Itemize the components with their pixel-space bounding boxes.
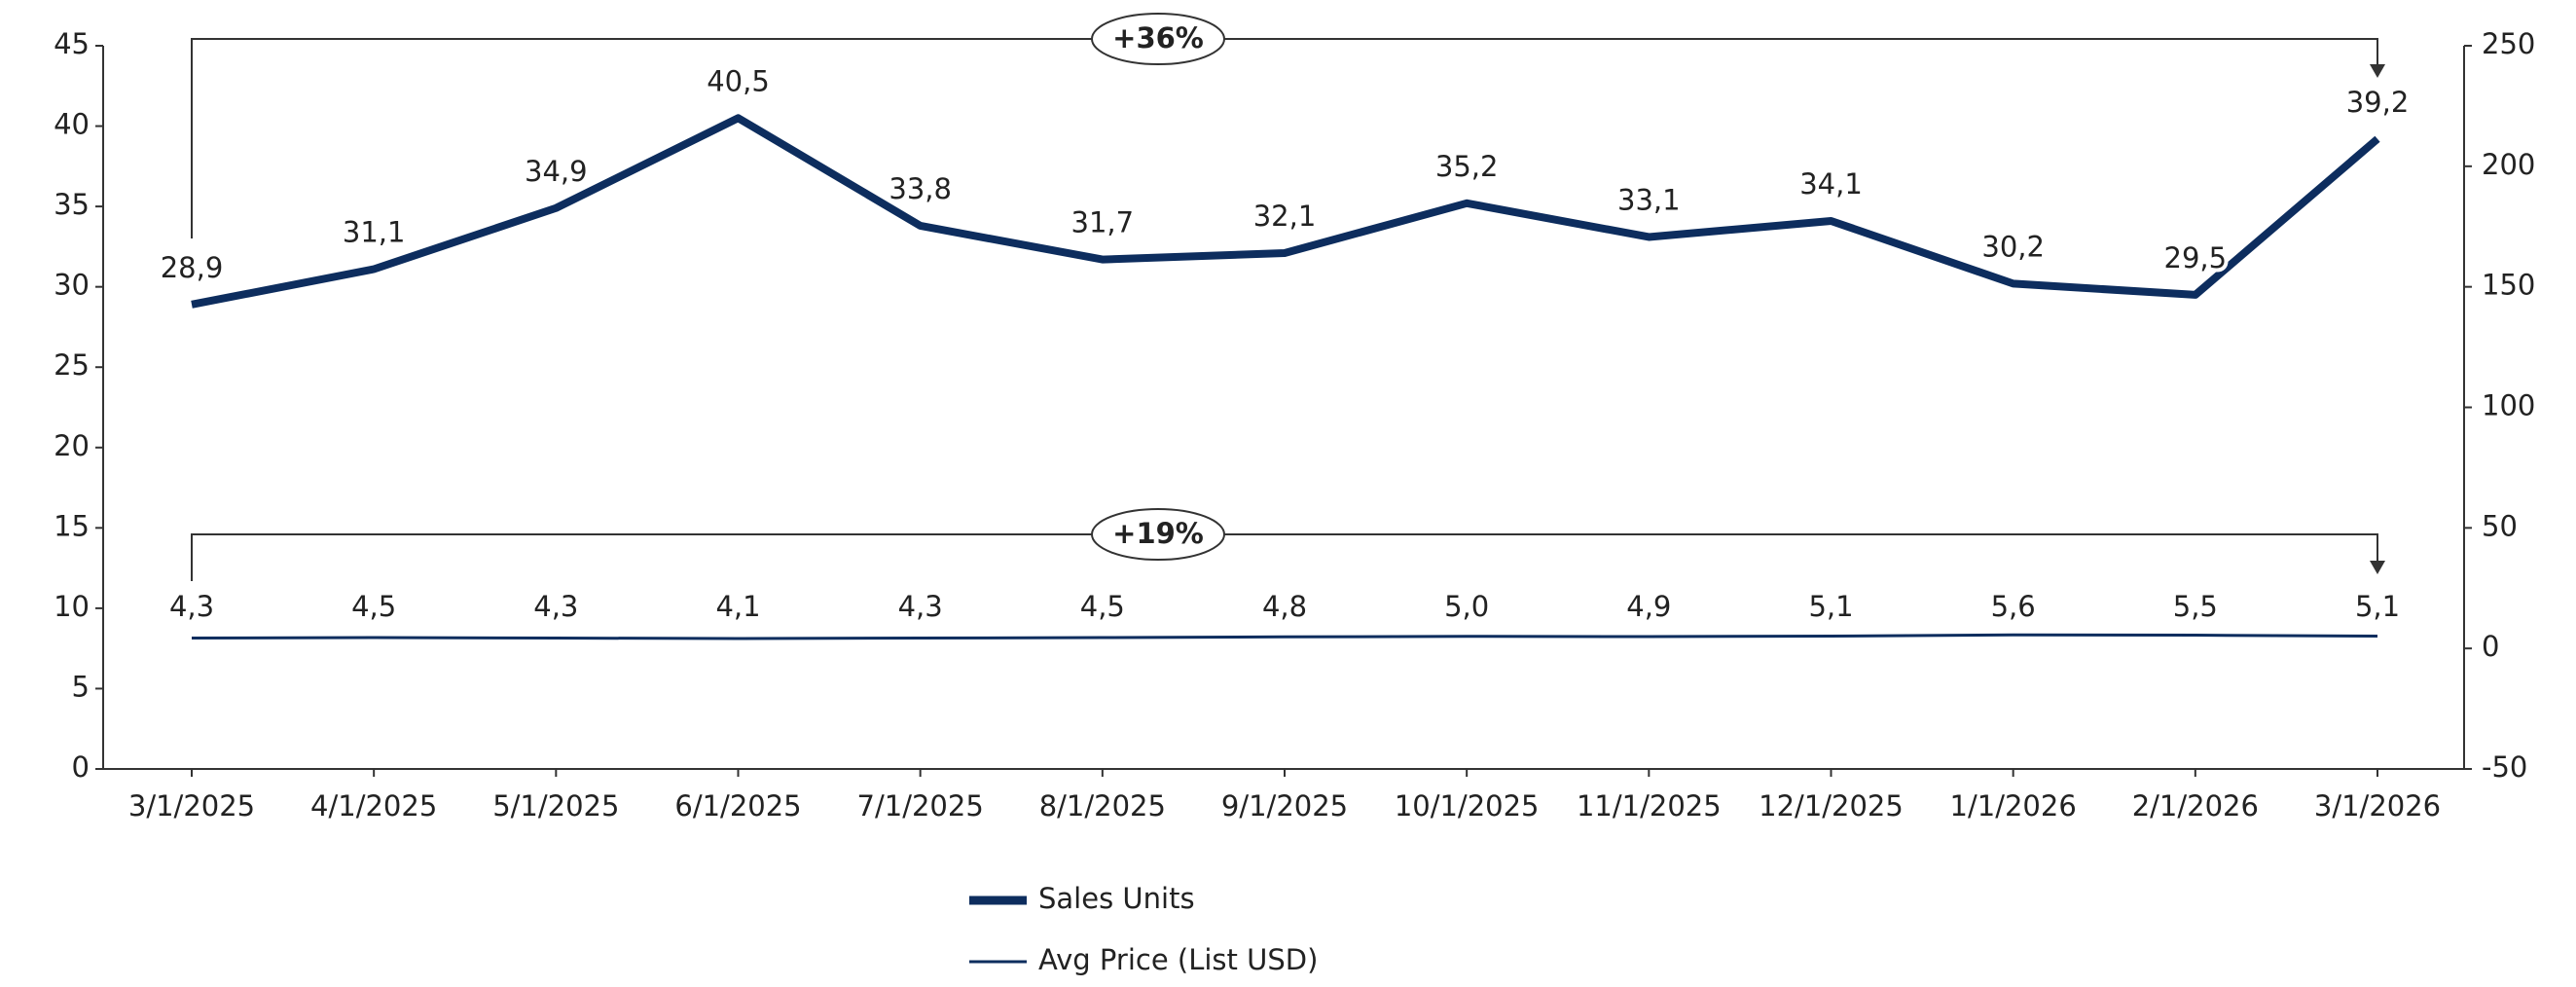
data-label: 5,1 <box>1808 590 1853 623</box>
x-tick-label: 10/1/2025 <box>1395 789 1540 822</box>
annotation-arrow <box>2370 64 2385 78</box>
x-tick-label: 5/1/2025 <box>492 789 619 822</box>
data-label: 4,3 <box>169 590 214 623</box>
y2-tick-label: 250 <box>2482 27 2535 60</box>
data-label: 5,1 <box>2355 590 2400 623</box>
annotation-bracket <box>191 38 2378 238</box>
y-tick-label: 15 <box>54 509 90 542</box>
y-tick-label: 35 <box>54 188 90 221</box>
data-label: 31,1 <box>343 216 406 249</box>
y2-tick-label: 0 <box>2482 630 2499 663</box>
legend-label: Sales Units <box>1038 882 1195 915</box>
x-tick-label: 2/1/2026 <box>2132 789 2259 822</box>
data-label: 30,2 <box>1981 230 2045 263</box>
data-label: 4,3 <box>533 590 578 623</box>
x-tick-label: 6/1/2025 <box>674 789 801 822</box>
data-label: 4,3 <box>898 590 943 623</box>
legend-label: Avg Price (List USD) <box>1038 943 1318 976</box>
y-tick-label: 20 <box>54 429 90 462</box>
y-tick-label: 25 <box>54 348 90 382</box>
x-tick-label: 7/1/2025 <box>857 789 984 822</box>
data-label: 34,9 <box>525 155 588 188</box>
y2-tick-label: 150 <box>2482 269 2535 302</box>
annotation-bubble <box>1091 13 1225 65</box>
y-tick-label: 45 <box>54 27 90 60</box>
x-tick-label: 12/1/2025 <box>1759 789 1904 822</box>
x-tick-label: 8/1/2025 <box>1039 789 1166 822</box>
annotation-bubble <box>1091 508 1225 561</box>
data-label: 35,2 <box>1435 150 1499 183</box>
y2-tick-label: 50 <box>2482 509 2518 542</box>
data-label: 5,6 <box>1991 590 2036 623</box>
y-tick-label: 40 <box>54 108 90 141</box>
series-line <box>191 633 2378 640</box>
x-tick-label: 11/1/2025 <box>1577 789 1722 822</box>
y-tick-label: 10 <box>54 590 90 623</box>
data-label: 34,1 <box>1799 167 1863 201</box>
data-label: 33,8 <box>889 172 952 205</box>
data-label: 33,1 <box>1617 183 1681 216</box>
y-tick-label: 0 <box>72 750 90 784</box>
data-label: 31,7 <box>1071 206 1135 239</box>
series-line <box>191 114 2380 309</box>
data-label: 29,5 <box>2164 241 2228 274</box>
data-label: 5,5 <box>2173 590 2218 623</box>
y2-tick-label: 100 <box>2482 389 2535 422</box>
data-label: 4,5 <box>351 590 396 623</box>
y-tick-label: 5 <box>72 670 90 703</box>
data-label: 28,9 <box>161 251 224 284</box>
data-label: 32,1 <box>1253 200 1317 233</box>
data-label: 4,8 <box>1262 590 1307 623</box>
annotation-bracket <box>191 533 2378 581</box>
y2-tick-label: 200 <box>2482 148 2535 181</box>
x-tick-label: 4/1/2025 <box>310 789 437 822</box>
annotation-text: +36% <box>1112 21 1204 55</box>
annotation-text: +19% <box>1112 517 1204 550</box>
x-tick-label: 3/1/2025 <box>128 789 255 822</box>
data-label: 4,9 <box>1626 590 1671 623</box>
x-tick-label: 9/1/2025 <box>1221 789 1348 822</box>
x-tick-label: 1/1/2026 <box>1950 789 2077 822</box>
annotation-arrow <box>2370 561 2385 574</box>
y2-tick-label: -50 <box>2482 750 2527 784</box>
data-label: 4,5 <box>1080 590 1125 623</box>
y-tick-label: 30 <box>54 269 90 302</box>
data-label: 5,0 <box>1444 590 1489 623</box>
data-label: 4,1 <box>715 590 760 623</box>
x-tick-label: 3/1/2026 <box>2314 789 2441 822</box>
data-label: 40,5 <box>707 64 770 97</box>
data-label: 39,2 <box>2346 86 2410 119</box>
